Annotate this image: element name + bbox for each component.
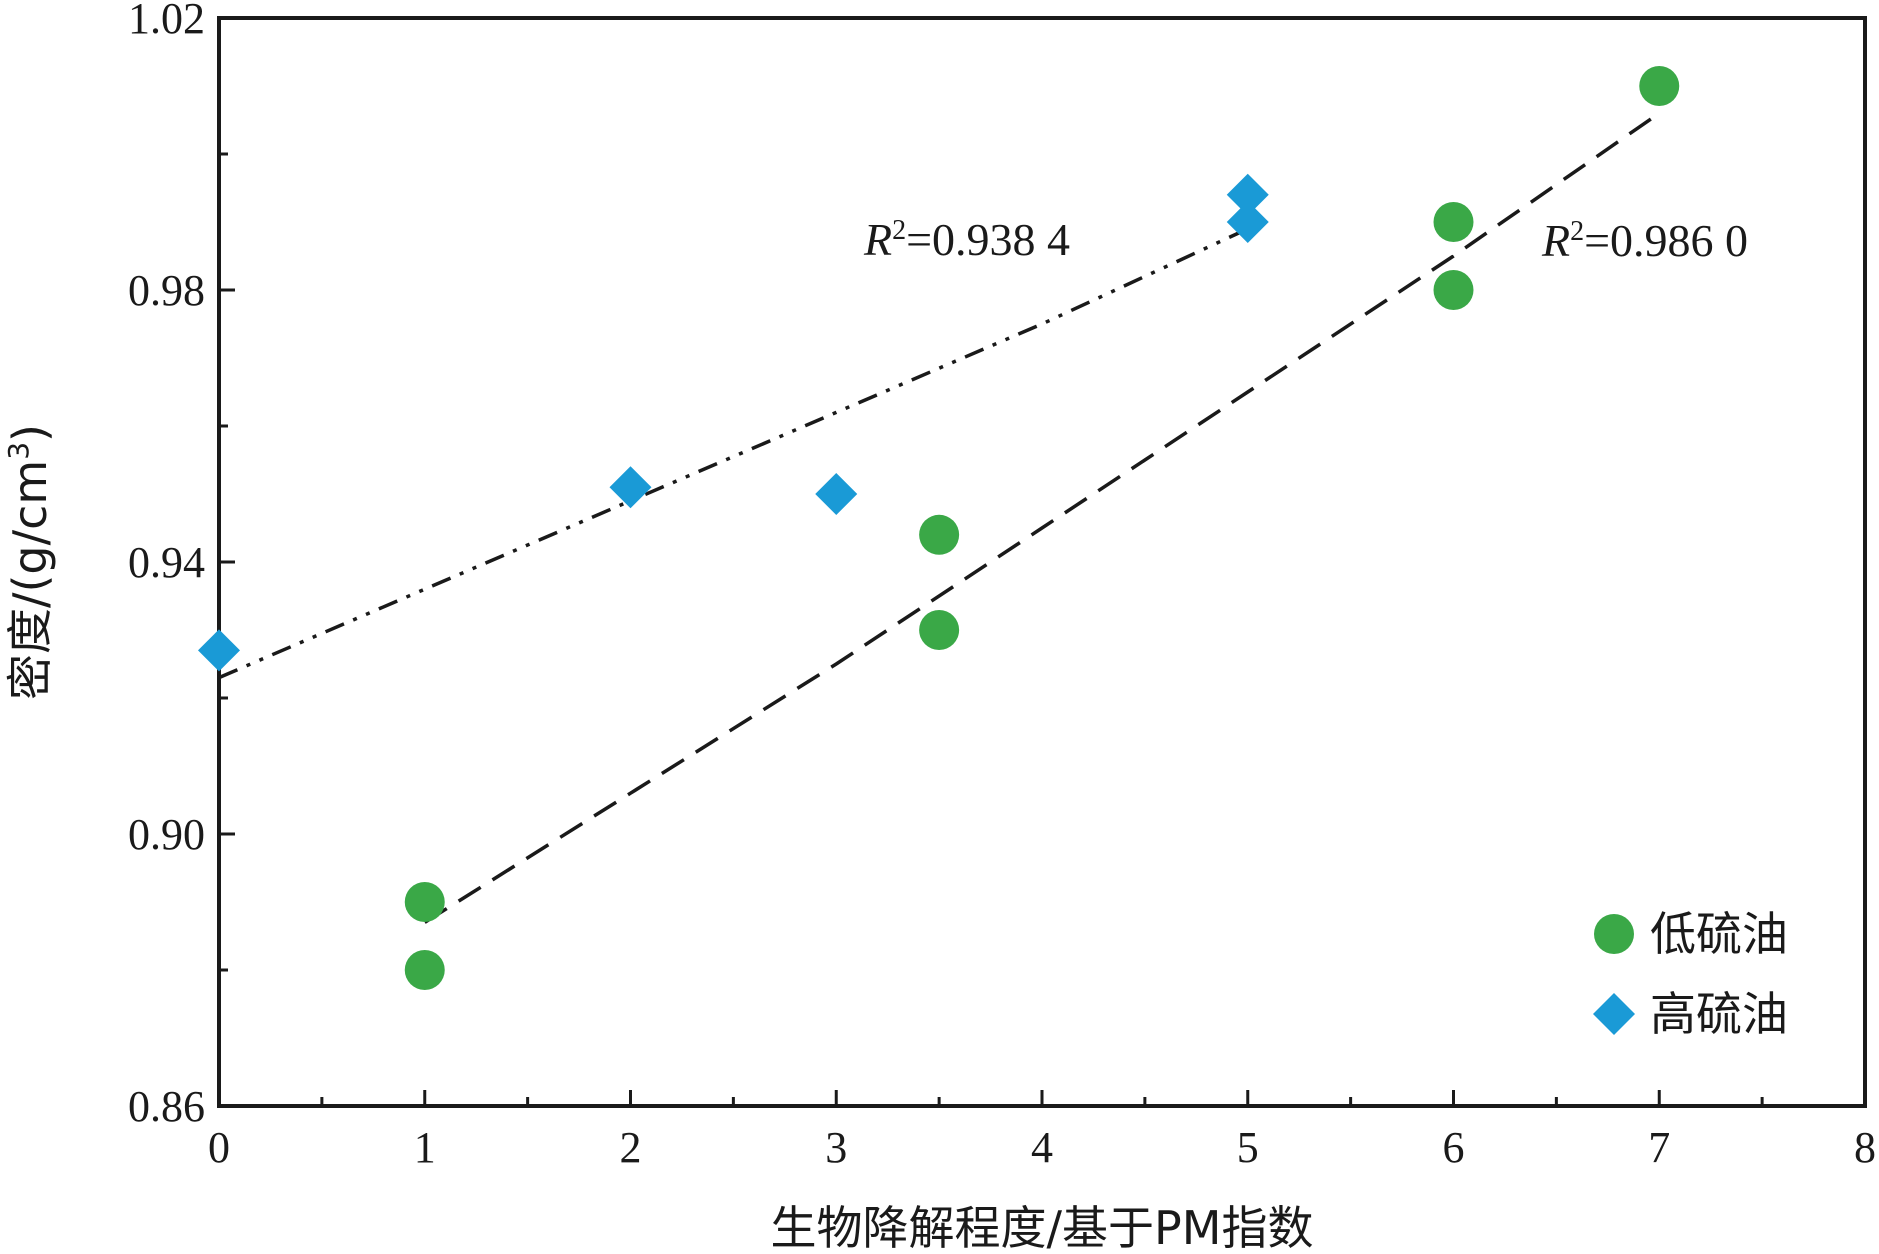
y-tick-label: 0.86 bbox=[128, 1082, 205, 1131]
r2-label: R2=0.938 4 bbox=[863, 214, 1070, 265]
axis-ticks bbox=[217, 16, 1867, 1108]
data-point-circle bbox=[1639, 66, 1680, 106]
y-axis-title: 密度/(g/cm3) bbox=[2, 424, 57, 700]
data-point-circle bbox=[919, 514, 960, 555]
r2-label: R2=0.986 0 bbox=[1541, 215, 1748, 266]
data-point-diamond bbox=[815, 473, 858, 515]
r2-symbol: R bbox=[863, 214, 892, 265]
data-point-circle bbox=[1433, 202, 1474, 242]
y-axis-title-sup: 3 bbox=[2, 442, 35, 460]
legend-marker-circle bbox=[1594, 914, 1634, 954]
data-point-circle bbox=[404, 882, 445, 922]
x-tick-label: 3 bbox=[825, 1123, 847, 1172]
r2-value: =0.986 0 bbox=[1584, 215, 1748, 266]
legend-label: 高硫油 bbox=[1650, 987, 1788, 1041]
data-point-circle bbox=[919, 610, 960, 650]
data-point-diamond bbox=[1226, 201, 1269, 243]
data-points bbox=[198, 66, 1680, 990]
r2-exponent: 2 bbox=[892, 215, 906, 246]
data-point-diamond bbox=[198, 629, 240, 672]
x-tick-label: 4 bbox=[1031, 1123, 1053, 1172]
y-tick-label: 1.02 bbox=[128, 0, 205, 43]
y-axis-title-main: 密度/(g/cm bbox=[3, 460, 57, 700]
r2-value: =0.938 4 bbox=[906, 214, 1070, 265]
legend-label: 低硫油 bbox=[1650, 907, 1788, 961]
data-point-diamond bbox=[609, 466, 652, 509]
x-tick-label: 8 bbox=[1854, 1123, 1876, 1172]
x-tick-label: 0 bbox=[208, 1123, 230, 1172]
r2-exponent: 2 bbox=[1570, 216, 1584, 247]
x-tick-label: 2 bbox=[620, 1123, 642, 1172]
r2-symbol: R bbox=[1541, 215, 1570, 266]
trend-line bbox=[218, 227, 1249, 680]
x-tick-label: 1 bbox=[414, 1123, 436, 1172]
data-point-circle bbox=[1433, 270, 1474, 310]
y-tick-label: 0.94 bbox=[128, 538, 205, 587]
x-tick-label: 5 bbox=[1237, 1123, 1259, 1172]
axis-tick-labels: 0 1 2 3 4 5 6 7 8 0.86 0.90 0.94 0.98 1.02 bbox=[128, 0, 1876, 1172]
y-tick-label: 0.90 bbox=[128, 810, 205, 859]
x-axis-title: 生物降解程度/基于PM指数 bbox=[771, 1201, 1314, 1254]
y-tick-label: 0.98 bbox=[128, 266, 205, 315]
trend-line bbox=[423, 111, 1661, 924]
y-axis-title-tail: ) bbox=[3, 424, 57, 442]
legend-marker-diamond bbox=[1593, 993, 1635, 1035]
data-point-diamond bbox=[1226, 173, 1269, 216]
trend-lines bbox=[218, 111, 1661, 924]
x-tick-label: 6 bbox=[1443, 1123, 1465, 1172]
r2-annotations: R2=0.986 0R2=0.938 4 bbox=[863, 214, 1748, 266]
data-point-circle bbox=[404, 950, 445, 990]
x-tick-label: 7 bbox=[1648, 1123, 1670, 1172]
